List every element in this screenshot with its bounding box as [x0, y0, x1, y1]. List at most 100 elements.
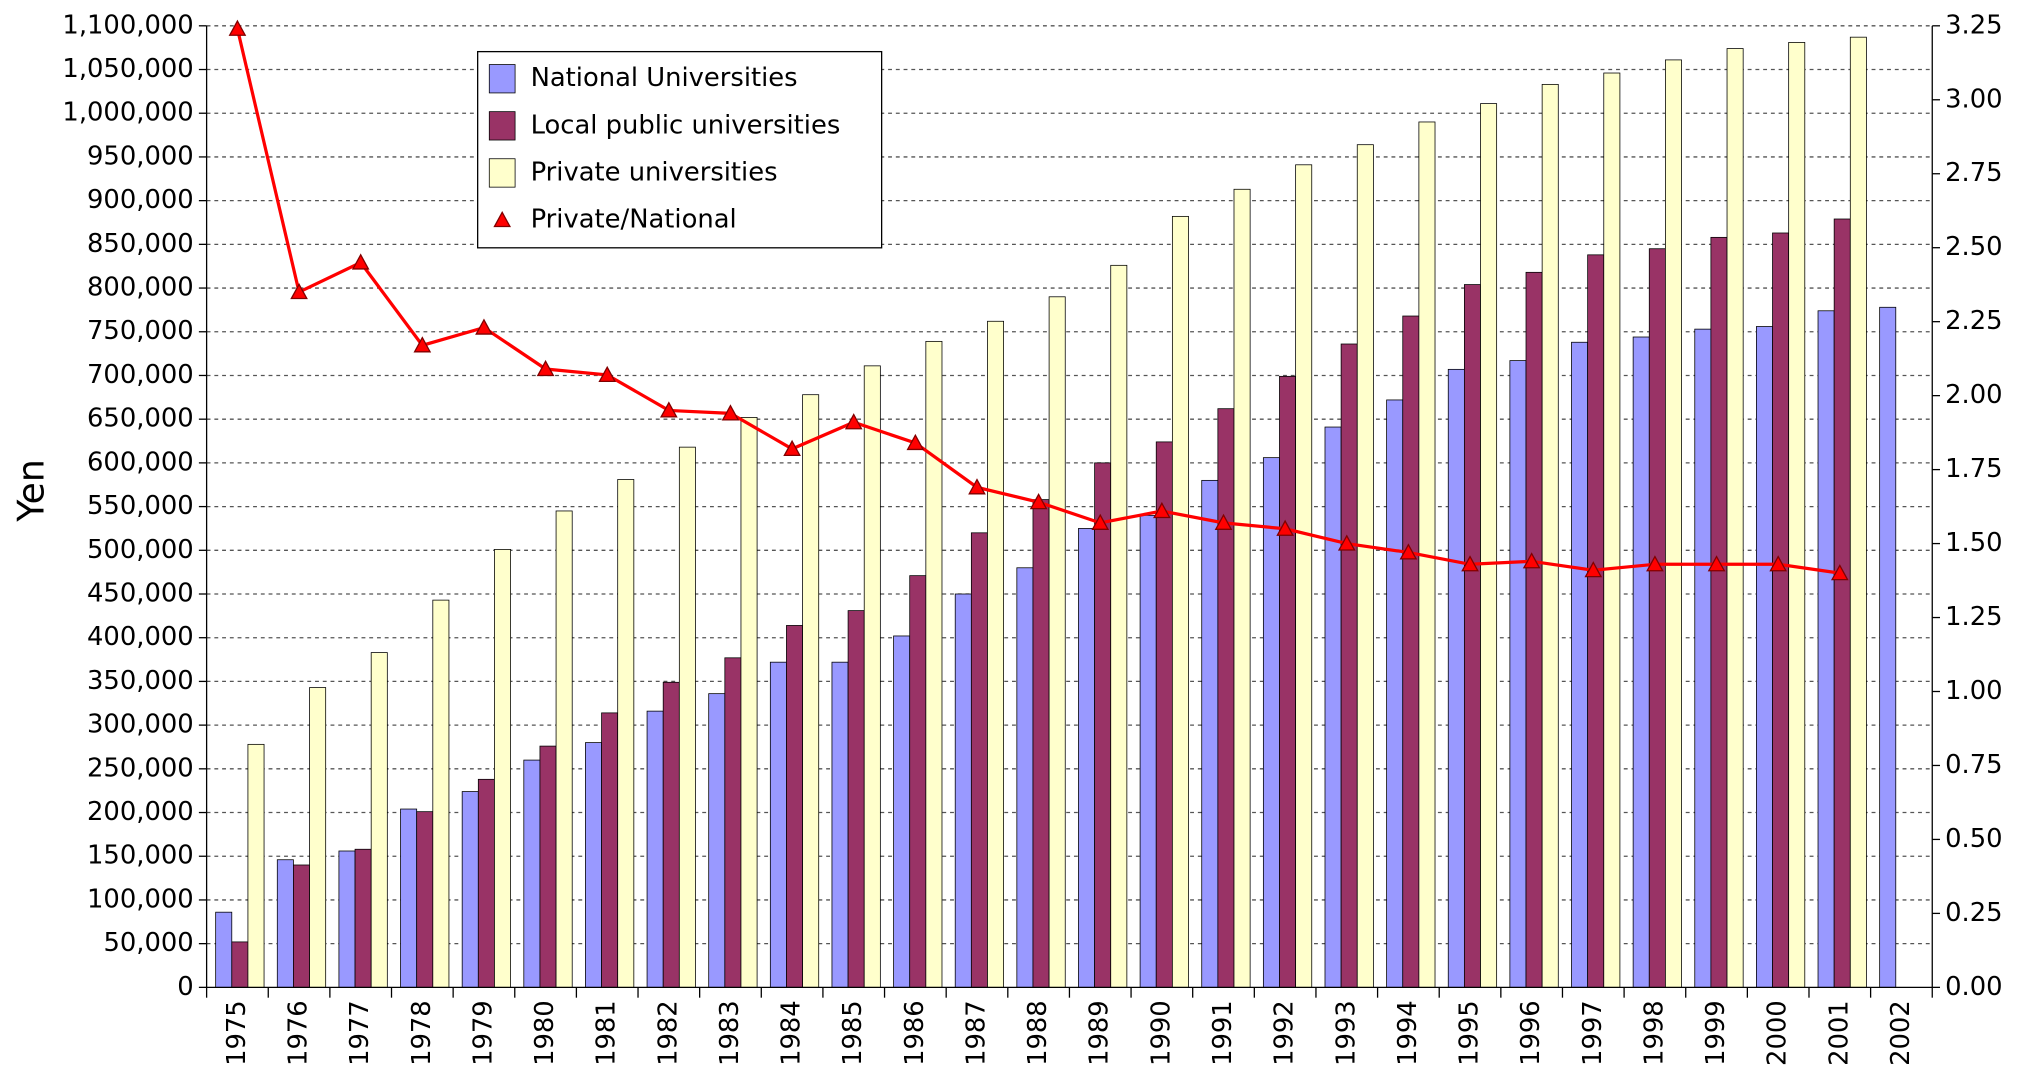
y-tick-label: 800,000 — [87, 273, 194, 303]
bar — [1833, 218, 1851, 988]
bar — [494, 549, 511, 988]
marker — [228, 19, 247, 36]
legend-marker — [493, 210, 512, 228]
y2-tick-label: 1.50 — [1945, 528, 2002, 558]
bar — [646, 710, 664, 988]
bar — [1665, 59, 1682, 988]
x-tick-label: 1976 — [284, 1000, 314, 1066]
bar — [863, 365, 881, 988]
y2-tick-label: 0.25 — [1945, 898, 2002, 928]
bar — [769, 661, 787, 988]
bar — [432, 599, 450, 988]
marker — [906, 433, 925, 451]
y-tick-label: 250,000 — [87, 753, 194, 783]
bar — [1171, 215, 1189, 988]
x-tick-label: 1980 — [530, 1000, 560, 1066]
bar — [1262, 457, 1280, 988]
x-tick-label: 1981 — [592, 1000, 622, 1066]
bar — [1324, 426, 1342, 988]
marker — [660, 401, 678, 418]
bar — [1016, 567, 1034, 988]
marker — [1584, 561, 1603, 578]
y2-tick-label: 2.25 — [1945, 306, 2002, 336]
bar — [786, 625, 803, 988]
y-tick-label: 650,000 — [87, 404, 194, 434]
bar — [831, 661, 849, 988]
bar — [1480, 103, 1498, 988]
bar — [276, 859, 294, 988]
marker — [721, 404, 740, 421]
y-tick-label: 300,000 — [87, 710, 194, 740]
legend — [477, 50, 883, 249]
x-tick-label: 1978 — [407, 1000, 437, 1066]
bar — [617, 479, 635, 988]
bar — [708, 693, 726, 988]
bar — [1155, 441, 1173, 988]
legend-label: Local public universities — [531, 110, 841, 140]
y2-tick-label: 0.75 — [1945, 750, 2002, 780]
y-axis-label: Yen — [10, 459, 53, 522]
bar — [1710, 236, 1728, 988]
y2-tick-label: 3.00 — [1945, 84, 2002, 114]
y-tick-label: 600,000 — [87, 447, 194, 477]
bar — [370, 652, 388, 988]
bar — [1541, 83, 1559, 988]
bar — [1279, 375, 1297, 988]
x-tick-label: 1982 — [653, 1000, 683, 1066]
x-tick-label: 1990 — [1146, 1000, 1176, 1066]
x-tick-label: 2002 — [1886, 1000, 1916, 1066]
bar — [309, 687, 327, 988]
bar — [555, 510, 573, 988]
x-tick-label: 1975 — [222, 1000, 252, 1066]
bar — [970, 532, 988, 988]
bar — [585, 742, 602, 988]
bar — [1402, 315, 1420, 988]
marker — [1830, 564, 1849, 581]
bar — [909, 575, 927, 988]
x-tick-label: 1979 — [468, 1000, 498, 1066]
bar — [354, 848, 372, 988]
bar — [1032, 499, 1050, 988]
marker — [1461, 555, 1479, 572]
marker — [1337, 534, 1356, 551]
y-tick-label: 400,000 — [87, 622, 194, 652]
x-tick-label: 2001 — [1824, 1000, 1854, 1066]
marker — [1214, 513, 1233, 530]
bar — [1632, 336, 1650, 988]
bar — [1879, 306, 1897, 988]
x-tick-label: 1991 — [1208, 1000, 1238, 1066]
y2-tick-label: 3.25 — [1945, 10, 2002, 40]
bar — [539, 745, 557, 988]
bar — [1817, 310, 1835, 988]
bar — [678, 446, 696, 988]
bar — [1571, 341, 1589, 988]
bar — [954, 593, 972, 988]
bar — [1463, 284, 1481, 988]
legend-swatch — [488, 64, 516, 94]
marker — [1399, 543, 1418, 560]
marker — [1276, 519, 1294, 536]
marker — [1029, 493, 1048, 510]
marker — [1707, 555, 1726, 572]
bar — [1094, 462, 1112, 988]
bar — [338, 850, 356, 988]
bar — [740, 417, 758, 988]
x-tick-label: 1998 — [1639, 1000, 1669, 1066]
marker — [783, 439, 801, 456]
bar — [1525, 271, 1543, 988]
bar — [1726, 48, 1744, 988]
x-tick-label: 1994 — [1393, 1000, 1423, 1066]
legend-label: Private universities — [531, 157, 778, 187]
x-tick-label: 1985 — [838, 1000, 868, 1066]
y-tick-label: 1,100,000 — [62, 10, 193, 40]
bar — [1756, 326, 1773, 988]
y2-tick-label: 0.00 — [1945, 972, 2002, 1002]
x-tick-label: 1988 — [1023, 1000, 1053, 1066]
legend-swatch — [488, 158, 516, 188]
y-tick-label: 100,000 — [87, 884, 194, 914]
bar — [1509, 360, 1527, 988]
y-tick-label: 50,000 — [103, 928, 193, 958]
y-tick-label: 950,000 — [87, 141, 194, 171]
marker — [413, 336, 432, 353]
bar — [1772, 232, 1790, 988]
